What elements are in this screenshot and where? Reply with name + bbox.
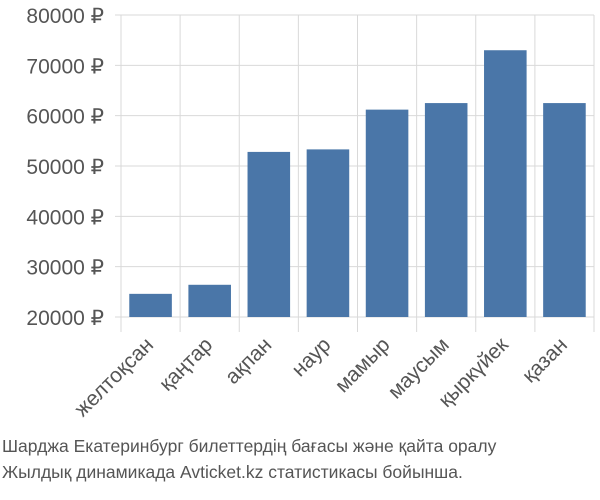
y-axis: 20000 ₽ 30000 ₽ 40000 ₽ 50000 ₽ 60000 ₽ 70000… <box>26 5 104 330</box>
bars <box>129 50 586 317</box>
x-tick-label: наур <box>287 333 335 381</box>
x-tick-label: ақпан <box>221 333 277 389</box>
bar-chart: 20000 ₽ 30000 ₽ 40000 ₽ 50000 ₽ 60000 ₽ 70000… <box>26 5 595 421</box>
bar <box>247 151 291 317</box>
y-tick-label: 80000 ₽ <box>26 5 104 28</box>
x-tick-label: қазан <box>518 333 572 387</box>
y-tick-label: 70000 ₽ <box>26 55 104 78</box>
bar <box>365 109 409 317</box>
x-tick-label: қаңтар <box>155 333 217 395</box>
caption-line-2: Жылдық динамикада Avticket.kz статистика… <box>2 462 463 482</box>
x-tick-label: желтоқсан <box>70 333 158 421</box>
bar <box>424 103 468 317</box>
grid-lines <box>115 14 595 332</box>
y-tick-label: 60000 ₽ <box>26 106 104 129</box>
y-tick-label: 50000 ₽ <box>26 156 104 179</box>
bar <box>188 284 231 317</box>
caption-line-1: Шарджа Екатеринбург билеттердің бағасы ж… <box>2 436 497 456</box>
bar <box>484 50 527 317</box>
bar <box>306 149 350 317</box>
bar <box>129 293 172 317</box>
y-tick-label: 40000 ₽ <box>26 206 104 229</box>
y-tick-label: 20000 ₽ <box>26 307 104 330</box>
bar <box>543 103 586 317</box>
y-tick-label: 30000 ₽ <box>26 257 104 280</box>
